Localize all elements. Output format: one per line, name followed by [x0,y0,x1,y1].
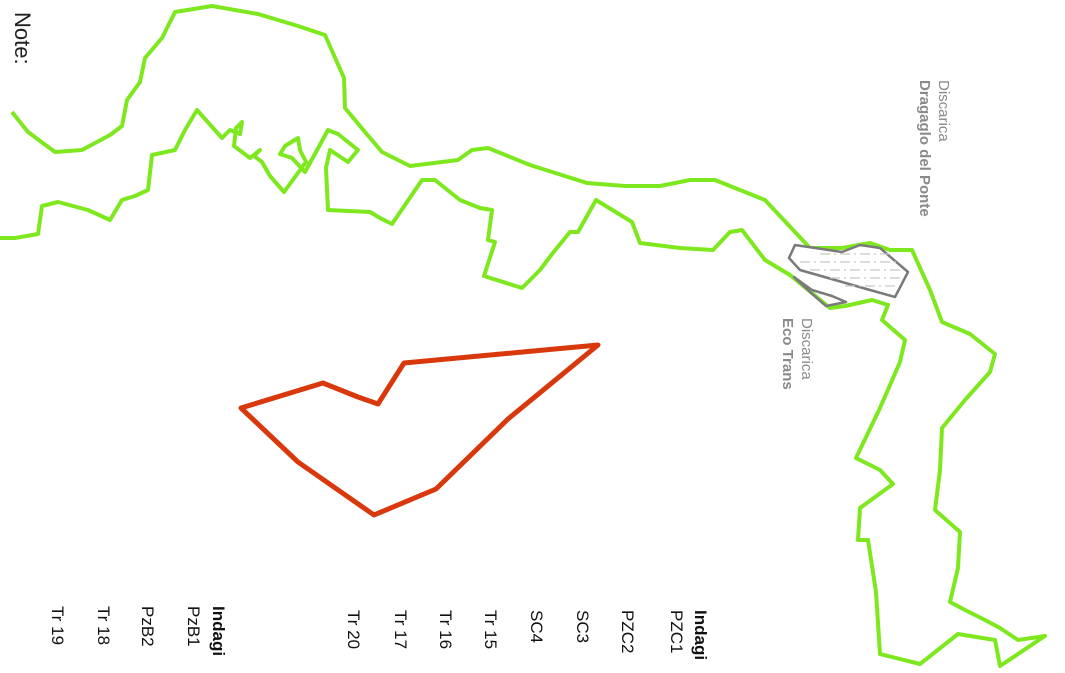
legend-item: PzB2 [138,606,157,647]
legend-group-c-title: Indagi [691,610,710,661]
legend-item: PzB1 [184,606,203,647]
study-area-boundary [0,4,1047,668]
site-label-ecotrans-prefix: Discarica [798,318,815,380]
legend-item: Tr 20 [344,610,363,650]
landfill-hatch [800,253,903,287]
legend-item: PZC1 [667,610,686,654]
note-label: Note: [10,12,35,65]
landfill-dragaglo-polygon [787,243,910,299]
legend-item: SC3 [573,610,592,644]
legend-group-b-title: Indagi [209,606,228,657]
site-label-dragaglo-prefix: Discarica [935,80,952,142]
legend-item: PZC2 [618,610,637,654]
legend-item: SC4 [527,610,546,644]
legend-item: Tr 16 [436,610,455,650]
investigation-area [238,342,601,518]
legend-item: Tr 15 [481,610,500,650]
legend-item: Tr 19 [48,606,67,646]
landfill-ecotrans-polygon [792,275,848,308]
site-label-ecotrans-name: Eco Trans [779,318,796,390]
site-label-dragaglo-name: Dragaglo del Ponte [916,80,933,217]
legend-item: Tr 17 [391,610,410,650]
legend-item: Tr 18 [94,606,113,646]
